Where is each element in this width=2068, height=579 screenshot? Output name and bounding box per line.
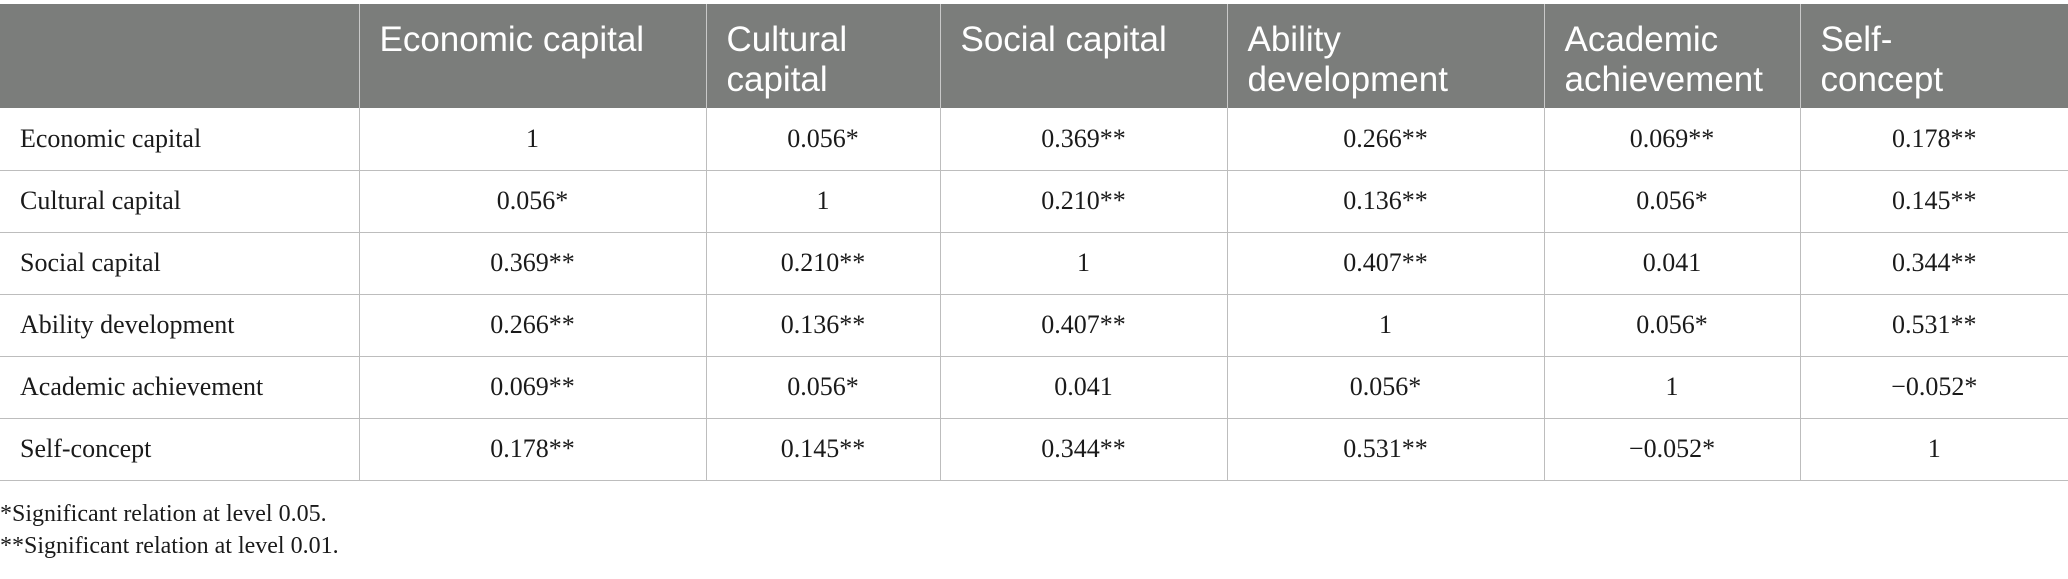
row-label: Self-concept — [0, 417, 360, 481]
table-cell: 0.136** — [705, 293, 941, 357]
table-cell: 0.531** — [1226, 417, 1545, 481]
table-row: Economic capital 1 0.056* 0.369** 0.266*… — [0, 108, 2068, 171]
row-label: Cultural capital — [0, 169, 360, 233]
row-label: Social capital — [0, 231, 360, 295]
table-row: Cultural capital 0.056* 1 0.210** 0.136*… — [0, 169, 2068, 233]
table-cell: 0.344** — [939, 417, 1228, 481]
table-cell: 0.056* — [1543, 169, 1801, 233]
table-cell: 0.266** — [358, 293, 707, 357]
header-cell-social-capital: Social capital — [939, 4, 1227, 108]
header-cell-corner — [0, 4, 359, 108]
table-cell: 0.069** — [358, 355, 707, 419]
table-cell: 0.056* — [1226, 355, 1545, 419]
table-cell: 0.145** — [705, 417, 941, 481]
header-cell-self-concept: Self- concept — [1799, 4, 2068, 108]
table-cell: 0.178** — [358, 417, 707, 481]
table-cell: 1 — [1799, 417, 2068, 481]
table-cell: 0.041 — [939, 355, 1228, 419]
header-cell-ability-development: Ability development — [1226, 4, 1544, 108]
table-cell: 0.407** — [1226, 231, 1545, 295]
table-cell: 0.056* — [1543, 293, 1801, 357]
table-cell: 0.210** — [939, 169, 1228, 233]
header-cell-economic-capital: Economic capital — [358, 4, 706, 108]
table-cell: 0.407** — [939, 293, 1228, 357]
row-label: Ability development — [0, 293, 360, 357]
header-cell-cultural-capital: Cultural capital — [705, 4, 940, 108]
correlation-table: Economic capital Cultural capital Social… — [0, 4, 2068, 481]
header-cell-academic-achievement: Academic achievement — [1543, 4, 1800, 108]
table-footnotes: *Significant relation at level 0.05. **S… — [0, 498, 339, 562]
table-cell: 0.178** — [1799, 108, 2068, 171]
table-cell: 0.069** — [1543, 108, 1801, 171]
table-cell: 0.369** — [358, 231, 707, 295]
table-cell: 0.136** — [1226, 169, 1545, 233]
table-cell: 1 — [358, 108, 707, 171]
table-cell: 0.056* — [358, 169, 707, 233]
table-cell: 0.531** — [1799, 293, 2068, 357]
table-cell: −0.052* — [1799, 355, 2068, 419]
table-cell: 1 — [705, 169, 941, 233]
table-cell: 0.145** — [1799, 169, 2068, 233]
table-row: Academic achievement 0.069** 0.056* 0.04… — [0, 355, 2068, 419]
table-row: Social capital 0.369** 0.210** 1 0.407**… — [0, 231, 2068, 295]
footnote-significance-001: **Significant relation at level 0.01. — [0, 533, 339, 559]
table-cell: −0.052* — [1543, 417, 1801, 481]
table-body: Economic capital 1 0.056* 0.369** 0.266*… — [0, 108, 2068, 481]
table-cell: 0.041 — [1543, 231, 1801, 295]
row-label: Economic capital — [0, 108, 360, 171]
table-cell: 0.266** — [1226, 108, 1545, 171]
table-row: Ability development 0.266** 0.136** 0.40… — [0, 293, 2068, 357]
table-header: Economic capital Cultural capital Social… — [0, 4, 2068, 108]
table-cell: 0.210** — [705, 231, 941, 295]
table-cell: 0.056* — [705, 355, 941, 419]
header-row: Economic capital Cultural capital Social… — [0, 4, 2068, 108]
footnote-significance-005: *Significant relation at level 0.05. — [0, 501, 327, 527]
row-label: Academic achievement — [0, 355, 360, 419]
table-cell: 0.056* — [705, 108, 941, 171]
table-row: Self-concept 0.178** 0.145** 0.344** 0.5… — [0, 417, 2068, 481]
table-cell: 1 — [1226, 293, 1545, 357]
table-cell: 1 — [939, 231, 1228, 295]
table-cell: 0.344** — [1799, 231, 2068, 295]
table-cell: 0.369** — [939, 108, 1228, 171]
table-cell: 1 — [1543, 355, 1801, 419]
